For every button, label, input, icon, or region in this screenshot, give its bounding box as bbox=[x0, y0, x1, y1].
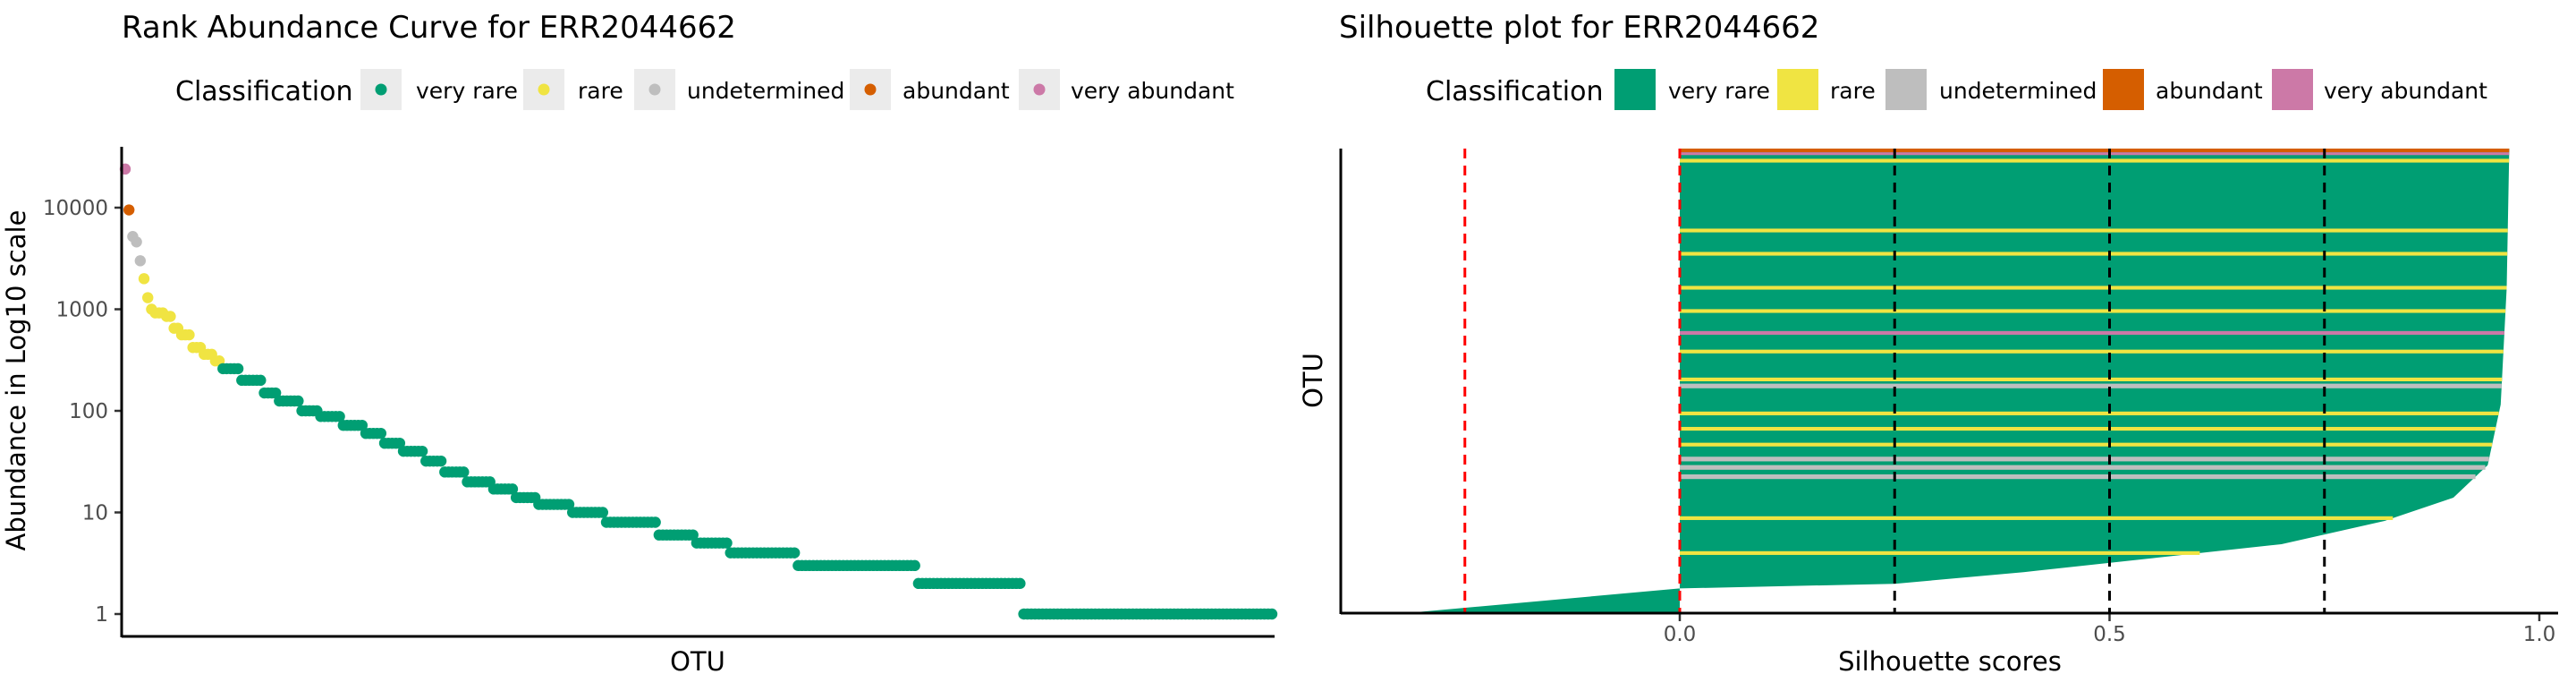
legend-dot-icon bbox=[1033, 83, 1046, 96]
left-legend: Classification very rare rare undetermined… bbox=[175, 69, 1234, 110]
right-chart-title: Silhouette plot for ERR2044662 bbox=[1339, 10, 1819, 46]
legend-swatch bbox=[1614, 69, 1656, 110]
otu-band-rare bbox=[1680, 252, 2508, 256]
otu-point bbox=[123, 204, 135, 216]
legend-dot-icon bbox=[648, 83, 661, 96]
right-legend-item-rare: rare bbox=[1777, 69, 1876, 110]
otu-band-rare bbox=[1680, 349, 2504, 354]
left-y-tick-label: 100 bbox=[69, 400, 108, 423]
otu-point bbox=[334, 411, 345, 422]
otu-point bbox=[506, 483, 519, 495]
otu-point bbox=[909, 559, 920, 572]
legend-swatch bbox=[1885, 69, 1927, 110]
right-legend-label: abundant bbox=[2156, 78, 2263, 104]
otu-point bbox=[1266, 608, 1278, 620]
right-legend-item-very-rare: very rare bbox=[1614, 69, 1770, 110]
left-legend-title: Classification bbox=[175, 76, 353, 107]
otu-point bbox=[458, 466, 470, 478]
otu-point bbox=[142, 292, 154, 303]
right-legend-label: undetermined bbox=[1939, 78, 2097, 104]
otu-band-undetermined bbox=[1680, 465, 2486, 470]
otu-point bbox=[232, 363, 244, 375]
right-legend-label: very rare bbox=[1668, 78, 1770, 104]
legend-swatch bbox=[2103, 69, 2144, 110]
otu-band-rare bbox=[1680, 442, 2493, 447]
otu-band-abundant bbox=[1680, 149, 2510, 153]
otu-point bbox=[788, 547, 801, 559]
otu-point bbox=[183, 328, 195, 341]
left-legend-label: abundant bbox=[902, 78, 1010, 104]
left-y-tick-label: 1 bbox=[95, 603, 108, 627]
right-legend-label: rare bbox=[1830, 78, 1876, 104]
legend-dot-icon bbox=[375, 83, 387, 96]
left-y-ticks: 1 10 100 1000 10000 bbox=[43, 197, 122, 627]
silhouette-reference-lines bbox=[1463, 149, 2326, 614]
left-y-tick-label: 10000 bbox=[43, 197, 108, 220]
otu-band-rare bbox=[1680, 309, 2506, 313]
right-y-axis-label: OTU bbox=[1298, 353, 1328, 408]
otu-point bbox=[375, 427, 387, 439]
left-legend-label: very abundant bbox=[1071, 78, 1234, 104]
otu-band-rare bbox=[1680, 286, 2507, 290]
left-points bbox=[119, 163, 1278, 620]
left-y-axis-label: Abundance in Log10 scale bbox=[1, 210, 31, 551]
otu-point bbox=[134, 255, 147, 267]
left-legend-item-very-abundant: very abundant bbox=[1019, 69, 1234, 110]
otu-point bbox=[255, 374, 267, 387]
otu-band-very-abundant bbox=[1680, 152, 2510, 156]
right-x-ticks: 0.0 0.5 1.0 bbox=[1664, 614, 2556, 646]
legend-dot-icon bbox=[864, 83, 877, 96]
legend-swatch bbox=[2272, 69, 2313, 110]
right-x-axis-label: Silhouette scores bbox=[1838, 646, 2062, 677]
right-legend-item-undetermined: undetermined bbox=[1885, 69, 2097, 110]
left-y-tick-label: 10 bbox=[82, 502, 108, 525]
left-legend-item-undetermined: undetermined bbox=[634, 69, 844, 110]
left-legend-item-abundant: abundant bbox=[850, 69, 1010, 110]
right-legend: Classification very rare rare undetermined… bbox=[1426, 69, 2487, 110]
silhouette-panel: Silhouette plot for ERR2044662 Classific… bbox=[1298, 10, 2558, 677]
otu-band-undetermined bbox=[1680, 456, 2489, 462]
otu-band-rare bbox=[1680, 377, 2503, 381]
right-x-tick-label: 0.5 bbox=[2093, 623, 2126, 646]
otu-band-rare bbox=[1680, 158, 2510, 163]
otu-band-rare bbox=[1680, 516, 2394, 520]
left-x-axis-label: OTU bbox=[670, 646, 725, 677]
otu-point bbox=[416, 445, 428, 457]
right-legend-item-abundant: abundant bbox=[2103, 69, 2263, 110]
silhouette-class-bands bbox=[1680, 149, 2510, 555]
legend-dot-icon bbox=[538, 83, 550, 96]
otu-point bbox=[721, 537, 733, 549]
otu-band-rare bbox=[1680, 411, 2499, 415]
right-legend-label: very abundant bbox=[2324, 78, 2487, 104]
otu-point bbox=[131, 236, 142, 248]
rank-abundance-panel: Rank Abundance Curve for ERR2044662 Clas… bbox=[1, 10, 1278, 677]
right-legend-title: Classification bbox=[1426, 76, 1604, 107]
right-legend-item-very-abundant: very abundant bbox=[2272, 69, 2487, 110]
right-x-tick-label: 0.0 bbox=[1664, 623, 1697, 646]
otu-point bbox=[435, 455, 447, 467]
otu-band-undetermined bbox=[1680, 474, 2476, 480]
right-x-tick-label: 1.0 bbox=[2523, 623, 2556, 646]
otu-band-rare bbox=[1680, 426, 2496, 431]
left-legend-label: rare bbox=[578, 78, 623, 104]
otu-point bbox=[292, 395, 304, 407]
left-legend-item-rare: rare bbox=[523, 69, 623, 110]
otu-band-rare bbox=[1680, 228, 2508, 233]
otu-band-undetermined bbox=[1680, 383, 2502, 388]
otu-point bbox=[597, 507, 609, 518]
otu-band-very-abundant bbox=[1680, 330, 2504, 335]
legend-swatch bbox=[1777, 69, 1818, 110]
otu-point bbox=[1014, 577, 1026, 590]
left-y-tick-label: 1000 bbox=[55, 299, 108, 322]
otu-point bbox=[165, 311, 176, 322]
left-legend-label: undetermined bbox=[687, 78, 844, 104]
left-legend-label: very rare bbox=[416, 78, 518, 104]
left-chart-title: Rank Abundance Curve for ERR2044662 bbox=[122, 10, 736, 46]
otu-band-rare bbox=[1680, 550, 2200, 555]
otu-point bbox=[649, 516, 661, 528]
left-legend-item-very-rare: very rare bbox=[360, 69, 518, 110]
otu-point bbox=[138, 273, 150, 285]
